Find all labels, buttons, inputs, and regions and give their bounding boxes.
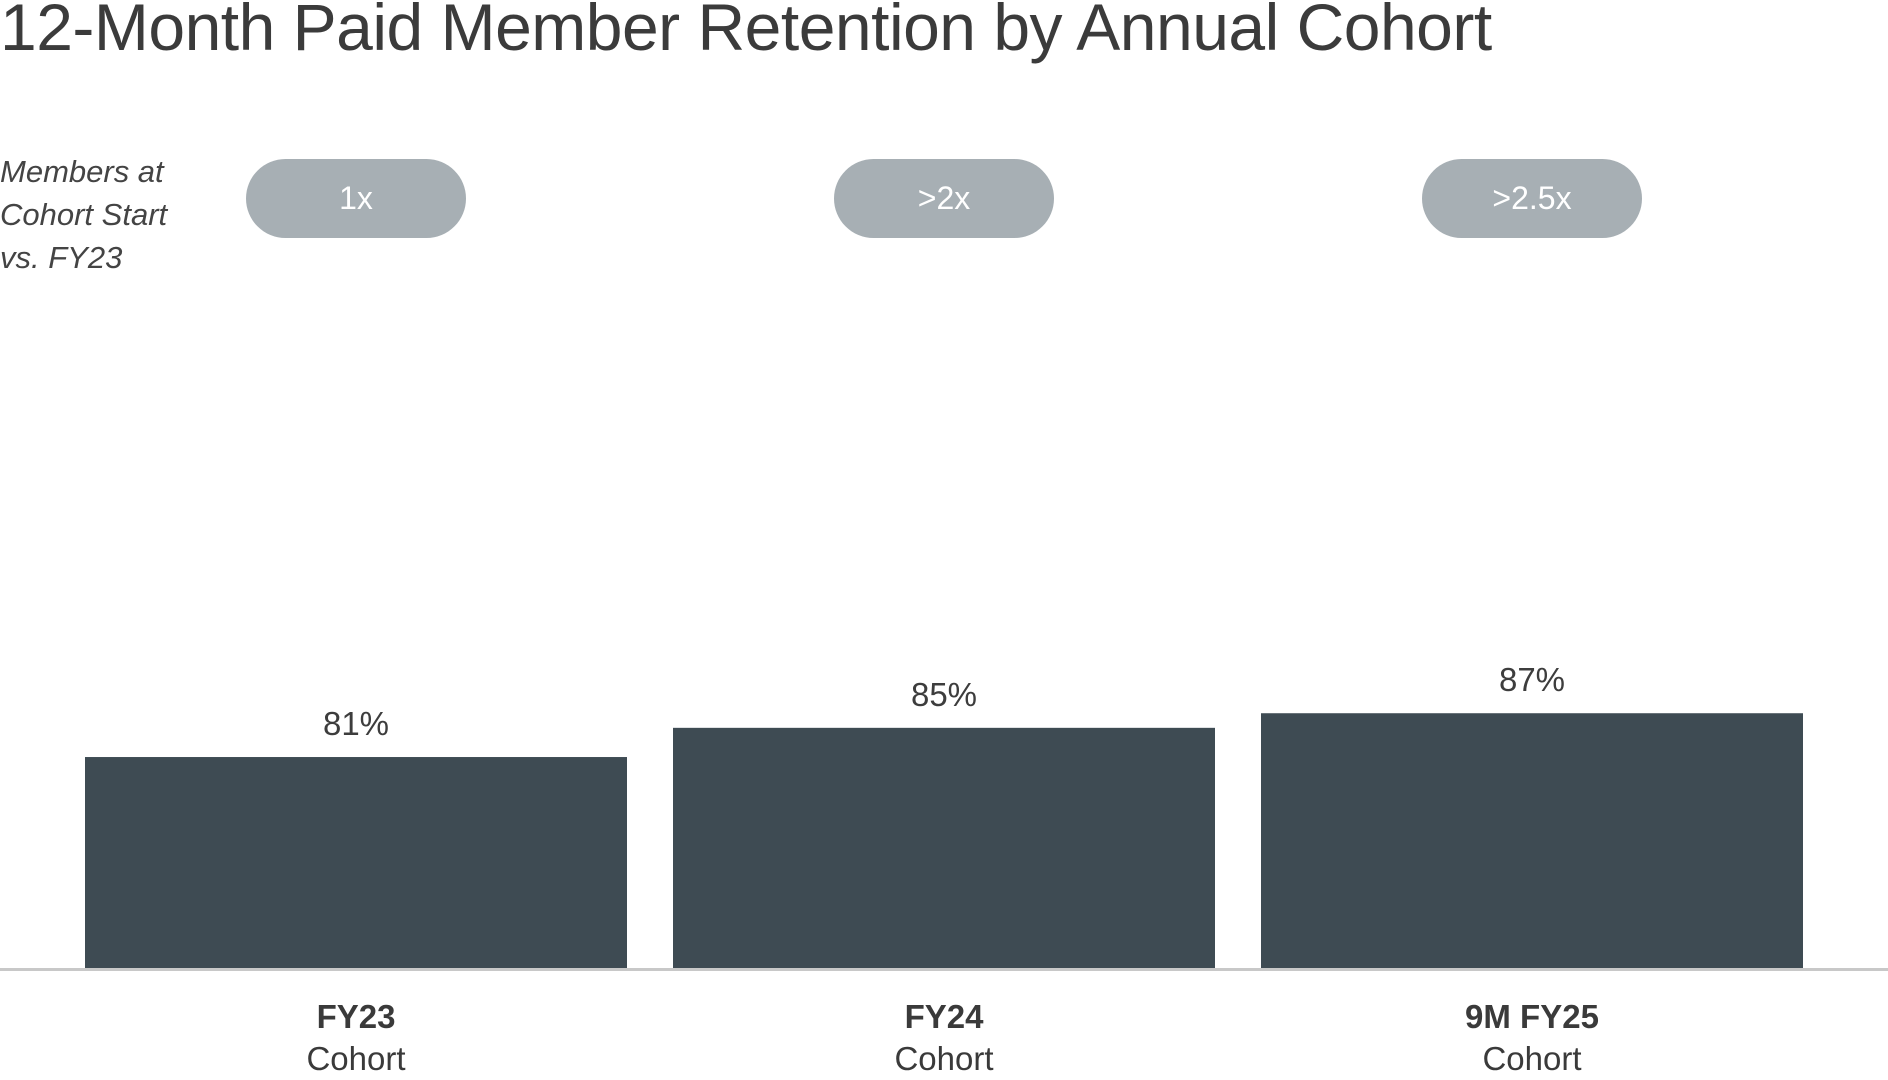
multiplier-pill-fy23: 1x <box>246 159 466 238</box>
category-label-fy23: FY23 Cohort <box>85 996 627 1080</box>
data-label-2: 87% <box>1499 661 1565 698</box>
category-label-main: FY24 <box>904 998 984 1035</box>
chart-title: 12-Month Paid Member Retention by Annual… <box>0 0 1492 64</box>
multiplier-pill-fy25: >2.5x <box>1422 159 1642 238</box>
category-label-sub: Cohort <box>1482 1040 1582 1077</box>
bar-1 <box>673 727 1215 968</box>
cohort-start-label-line: Members at <box>0 154 164 189</box>
category-label-main: FY23 <box>316 998 396 1035</box>
bar-2 <box>1261 713 1803 968</box>
data-label-1: 85% <box>911 676 977 713</box>
cohort-start-label: Members at Cohort Start vs. FY23 <box>0 150 167 279</box>
data-label-0: 81% <box>323 705 389 742</box>
cohort-start-label-line: vs. FY23 <box>0 240 123 275</box>
category-label-sub: Cohort <box>306 1040 406 1077</box>
bar-0 <box>85 757 627 968</box>
cohort-start-label-line: Cohort Start <box>0 197 168 232</box>
category-label-fy25: 9M FY25 Cohort <box>1261 996 1803 1080</box>
multiplier-pill-fy24: >2x <box>834 159 1054 238</box>
category-label-main: 9M FY25 <box>1465 998 1599 1035</box>
category-label-sub: Cohort <box>894 1040 994 1077</box>
category-label-fy24: FY24 Cohort <box>673 996 1215 1080</box>
